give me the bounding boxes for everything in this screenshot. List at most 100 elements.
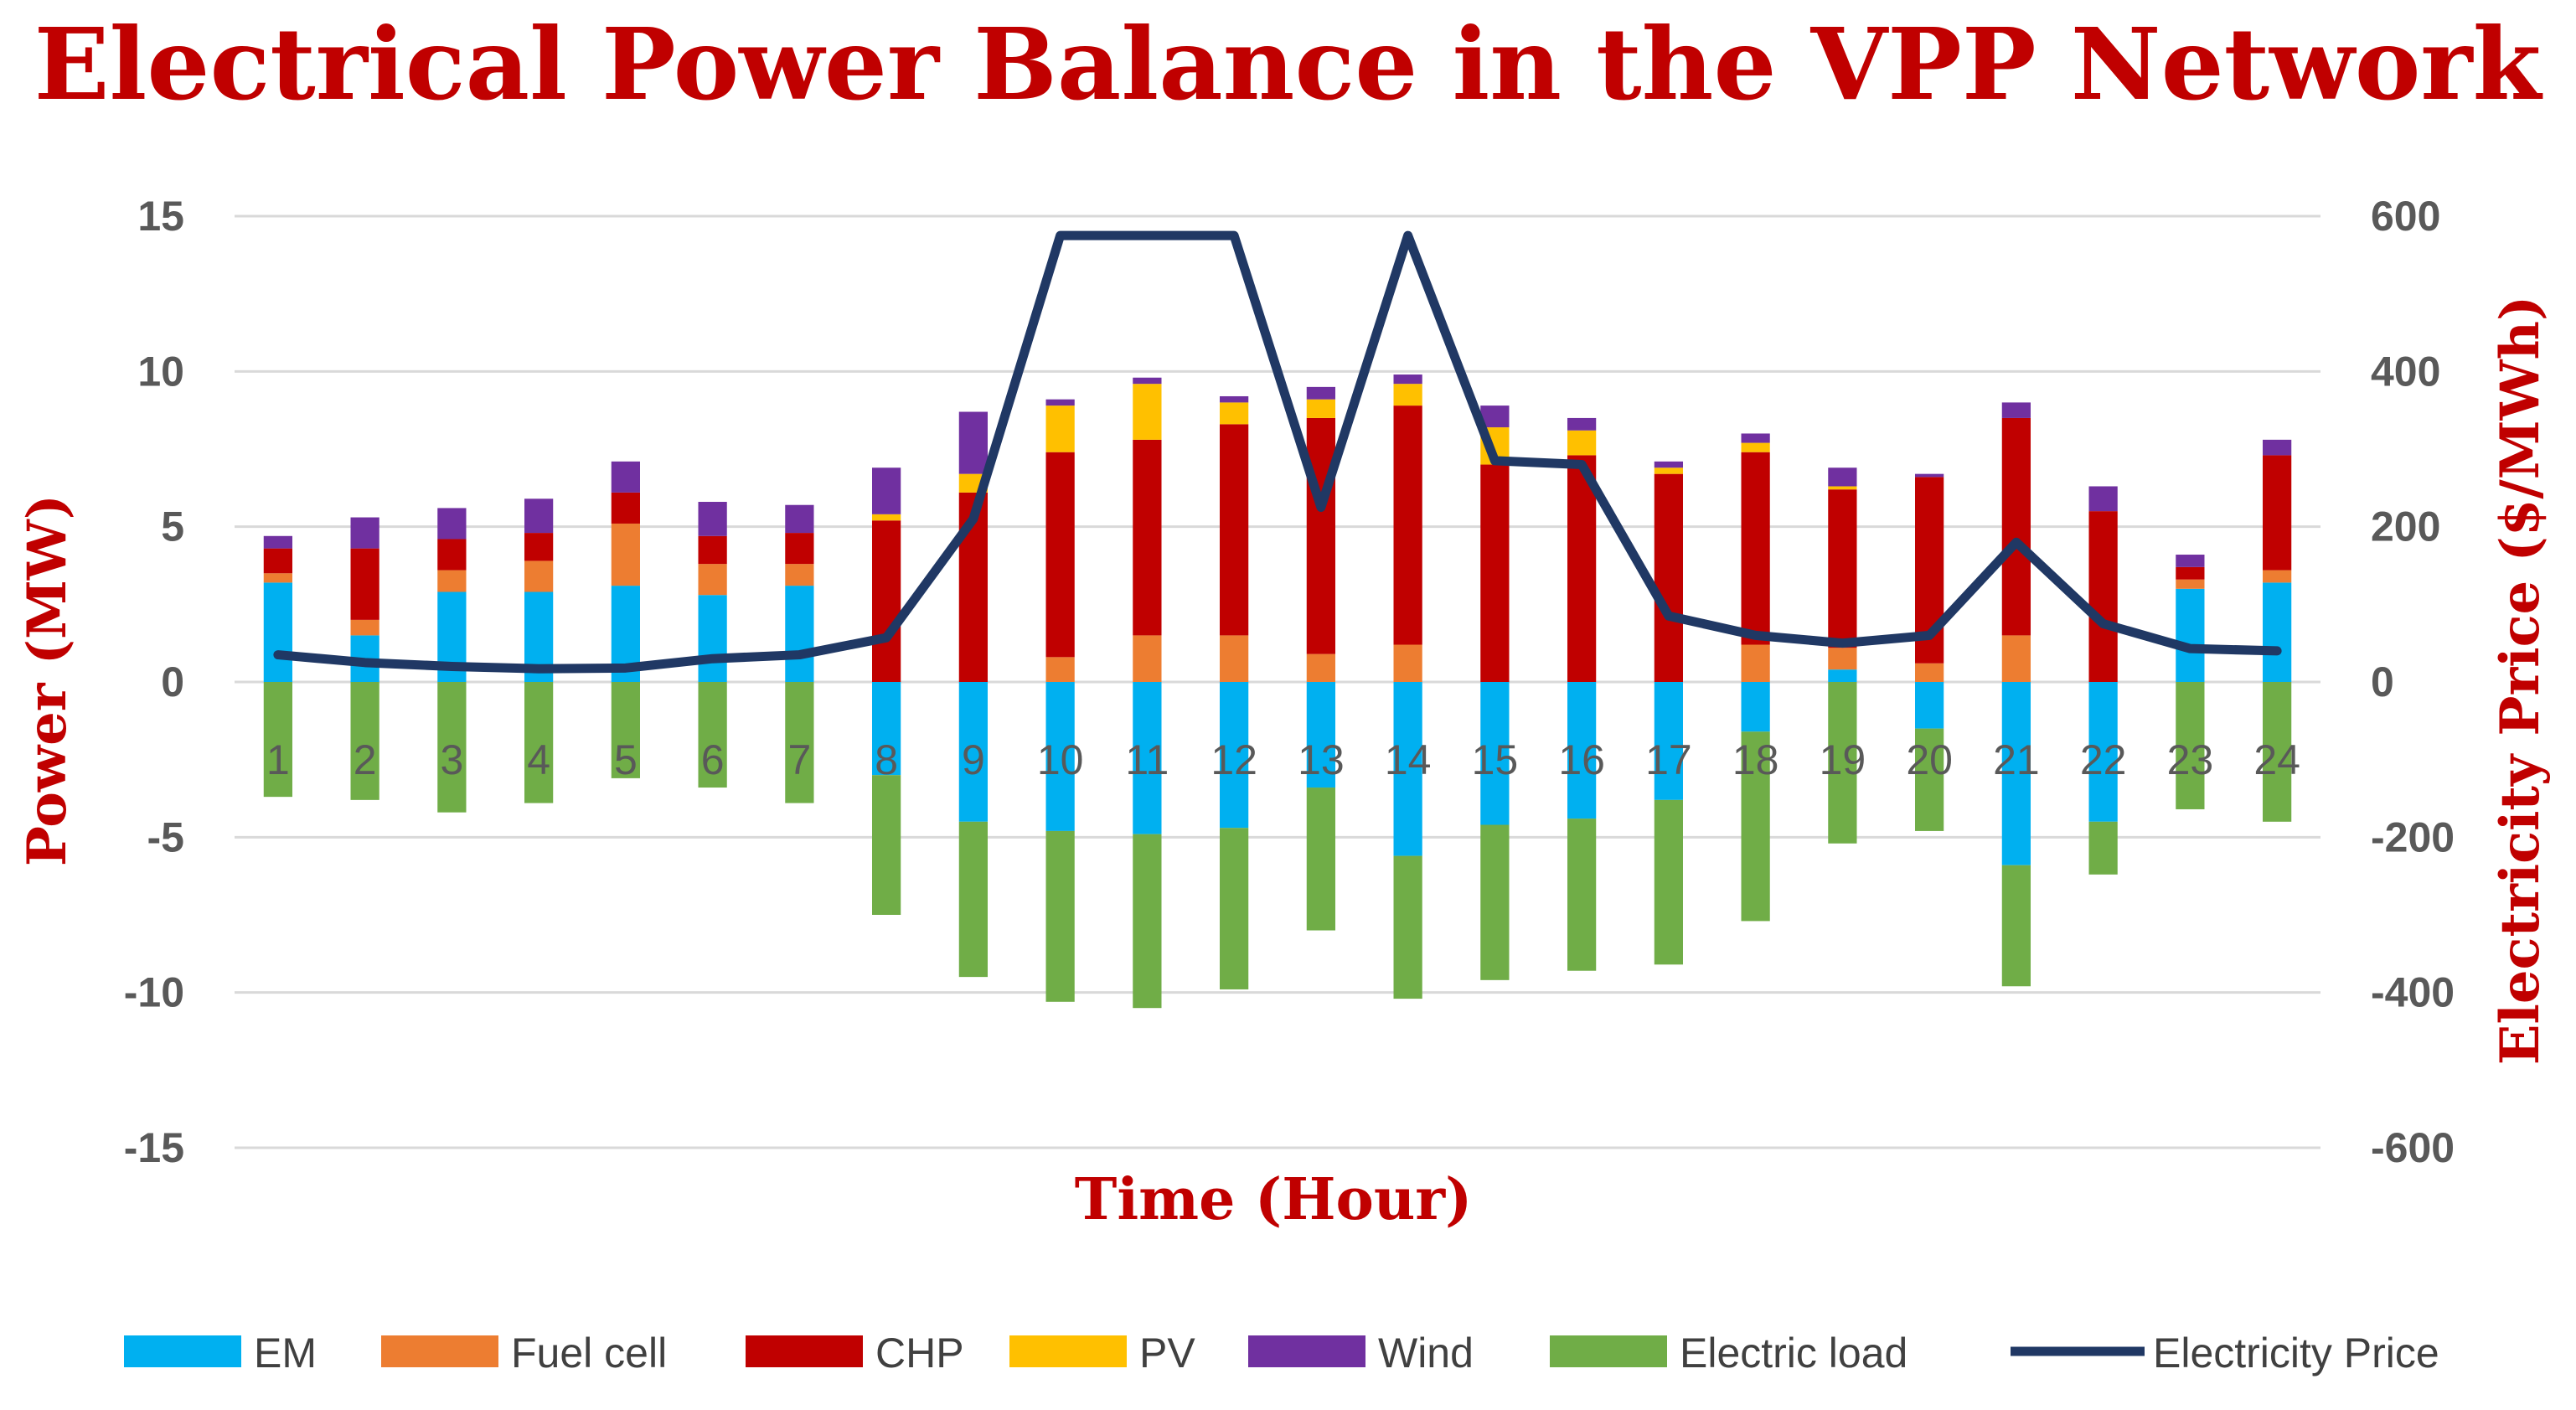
bar-electric-load: [437, 682, 467, 813]
bar-electric-load: [1480, 824, 1510, 980]
y2-tick-label: -200: [2371, 813, 2455, 860]
x-tick-label: 16: [1558, 736, 1605, 783]
bar-wind: [611, 461, 640, 493]
bar-electric-load: [1133, 834, 1162, 1009]
bar-wind: [1045, 399, 1075, 406]
legend-label: Wind: [1378, 1330, 1474, 1376]
bar-wind: [350, 517, 379, 549]
bar-pv: [1220, 402, 1249, 425]
x-tick-label: 22: [2080, 736, 2127, 783]
y2-tick-label: 600: [2371, 193, 2440, 240]
y2-tick-label: -400: [2371, 969, 2455, 1016]
x-tick-label: 15: [1472, 736, 1519, 783]
bar-fuel-cell: [1220, 635, 1249, 682]
bar-chp: [1220, 424, 1249, 636]
x-tick-label: 4: [527, 736, 550, 783]
bar-chp: [1654, 473, 1683, 682]
legend-label: Electric load: [1680, 1330, 1907, 1376]
price-line: [273, 230, 2282, 674]
chart-title: Electrical Power Balance in the VPP Netw…: [34, 6, 2543, 122]
legend-item: Wind: [1248, 1330, 1474, 1376]
bar-electric-load: [1045, 830, 1075, 1002]
bar-em: [1828, 669, 1857, 682]
bar-wind: [2001, 402, 2031, 418]
bar-em: [2088, 682, 2118, 822]
bar-chp: [611, 492, 640, 524]
bar-wind: [1220, 395, 1249, 403]
bar-wind: [524, 498, 554, 534]
bar-electric-load: [958, 821, 988, 978]
bar-wind: [1828, 467, 1857, 487]
bar-em: [1741, 682, 1770, 732]
bar-electric-load: [872, 775, 901, 915]
bar-fuel-cell: [1306, 653, 1335, 682]
legend-label: Fuel cell: [511, 1330, 667, 1376]
y2-tick-label: 400: [2371, 348, 2440, 395]
bar-fuel-cell: [1828, 648, 1857, 670]
bar-chp: [2263, 455, 2292, 571]
x-tick-label: 3: [440, 736, 463, 783]
bar-electric-load: [2176, 682, 2205, 809]
bar-em: [1480, 682, 1510, 825]
bar-wind: [1915, 473, 1944, 478]
bar-electric-load: [1741, 731, 1770, 922]
x-tick-label: 1: [266, 736, 290, 783]
bar-em: [1045, 682, 1075, 831]
legend-swatch: [1550, 1335, 1667, 1367]
bar-em: [872, 682, 901, 776]
bar-em: [785, 586, 814, 682]
legend-item: CHP: [746, 1330, 964, 1376]
bar-fuel-cell: [2001, 635, 2031, 682]
legend-item: Electric load: [1550, 1330, 1907, 1376]
y-tick-label: -5: [147, 813, 184, 860]
bar-fuel-cell: [263, 573, 292, 583]
bar-chp: [1393, 405, 1422, 645]
bar-electric-load: [350, 682, 379, 800]
bar-pv: [1741, 442, 1770, 452]
bar-electric-load: [611, 682, 640, 778]
y2-axis-label: Electricity Price ($/MWh): [2489, 296, 2552, 1066]
bar-electric-load: [1220, 828, 1249, 989]
x-tick-label: 6: [701, 736, 725, 783]
bar-wind: [1654, 461, 1683, 468]
y-tick-label: -10: [124, 969, 184, 1016]
bar-em: [1654, 682, 1683, 800]
bar-chp: [2001, 417, 2031, 636]
x-tick-label: 24: [2253, 736, 2300, 783]
x-tick-label: 2: [354, 736, 377, 783]
x-axis-label: Time (Hour): [1075, 1166, 1473, 1233]
legend-item: EM: [124, 1330, 317, 1376]
bar-em: [1133, 682, 1162, 834]
legend-item: Fuel cell: [381, 1330, 667, 1376]
x-tick-label: 8: [875, 736, 898, 783]
x-tick-label: 12: [1211, 736, 1257, 783]
bar-electric-load: [698, 682, 727, 788]
bar-em: [263, 582, 292, 682]
bars: [263, 374, 2292, 1009]
legend-swatch: [746, 1335, 863, 1367]
bar-fuel-cell: [698, 564, 727, 596]
y-tick-label: -15: [124, 1124, 184, 1171]
y-tick-label: 0: [161, 659, 184, 705]
legend: EM Fuel cell CHP PV Wind Electric load Electri…: [124, 1330, 2439, 1376]
bar-wind: [785, 504, 814, 534]
bar-electric-load: [1915, 728, 1944, 831]
bar-em: [1393, 682, 1422, 856]
bar-chp: [785, 533, 814, 565]
x-tick-label: 23: [2167, 736, 2214, 783]
x-tick-label: 11: [1125, 736, 1169, 783]
bar-em: [2263, 582, 2292, 682]
bar-pv: [1567, 430, 1597, 456]
bar-wind: [872, 467, 901, 514]
bar-em: [1220, 682, 1249, 829]
bar-chp: [1306, 417, 1335, 654]
bar-fuel-cell: [2176, 579, 2205, 589]
bar-em: [2001, 682, 2031, 865]
bar-em: [2176, 588, 2205, 682]
x-tick-label: 19: [1820, 736, 1866, 783]
y2-tick-label: 200: [2371, 504, 2440, 550]
bar-pv: [1133, 384, 1162, 440]
bar-fuel-cell: [524, 560, 554, 592]
bar-wind: [1306, 386, 1335, 400]
